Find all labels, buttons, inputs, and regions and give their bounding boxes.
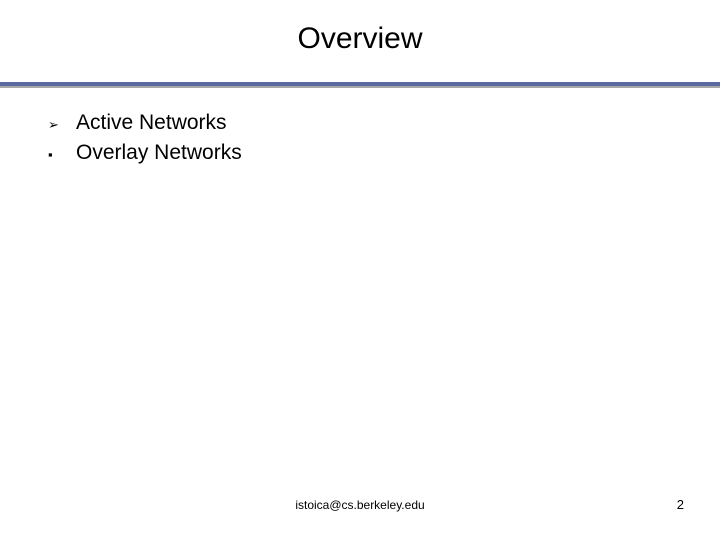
footer-email: istoica@cs.berkeley.edu [0,498,720,512]
bullet-item: ▪ Overlay Networks [48,140,648,166]
bullet-item: ➢ Active Networks [48,110,648,136]
footer-page-number: 2 [677,497,684,512]
title-divider [0,82,720,90]
bullet-text: Active Networks [76,110,227,136]
bullet-text: Overlay Networks [76,140,242,166]
slide: Overview ➢ Active Networks ▪ Overlay Net… [0,0,720,540]
bullet-marker-square: ▪ [48,144,76,166]
divider-top-line [0,82,720,86]
divider-bottom-line [0,86,720,88]
slide-title: Overview [0,22,720,56]
content-area: ➢ Active Networks ▪ Overlay Networks [48,110,648,170]
bullet-marker-arrow: ➢ [48,114,76,136]
